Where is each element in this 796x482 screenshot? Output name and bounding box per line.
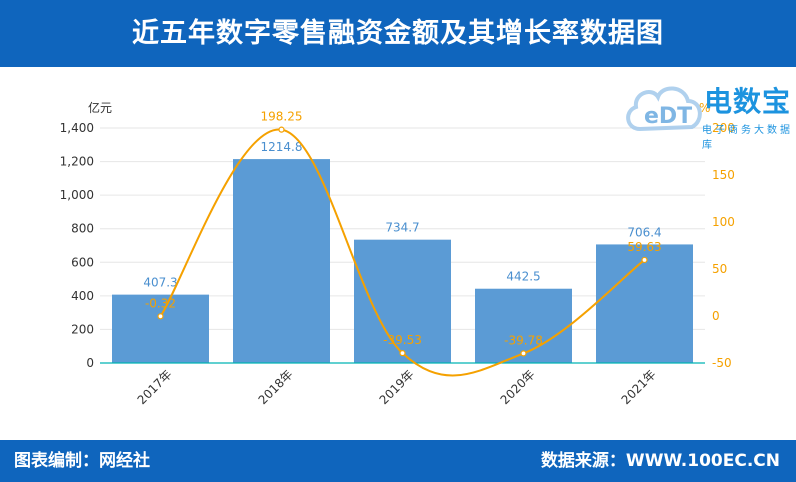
growth-data-label: -39.78 xyxy=(504,333,543,347)
y-left-tick-label: 1,000 xyxy=(60,188,94,202)
x-tick-label: 2021年 xyxy=(619,367,659,407)
bar-data-label: 442.5 xyxy=(506,270,540,284)
x-tick-label: 2017年 xyxy=(135,367,175,407)
y-left-unit: 亿元 xyxy=(88,100,112,115)
x-tick-label: 2019年 xyxy=(377,367,417,407)
page-title: 近五年数字零售融资金额及其增长率数据图 xyxy=(132,18,664,49)
growth-point xyxy=(399,350,406,357)
growth-point xyxy=(641,256,648,264)
x-tick-label: 2020年 xyxy=(498,367,538,407)
y-left-tick-label: 800 xyxy=(71,222,94,236)
y-left-tick-label: 0 xyxy=(86,356,94,370)
chart: 0 200 400 600 800 1,000 1,200 1,400 -50 0 50 100 150… xyxy=(60,100,735,407)
logo-tagline: 电子商务大数据库 xyxy=(702,125,793,151)
y-right-unit: % xyxy=(699,101,710,115)
growth-point xyxy=(157,313,164,320)
x-tick-label: 2018年 xyxy=(256,367,296,407)
growth-data-label: 198.25 xyxy=(261,110,303,124)
y-right-tick-label: 200 xyxy=(712,121,735,135)
y-right-tick-label: -50 xyxy=(712,356,732,370)
y-right-tick-label: 50 xyxy=(712,262,727,276)
cloud-edt-logo-icon: eDT xyxy=(626,86,702,132)
logo-mark: eDT xyxy=(644,104,692,129)
y-left-tick-label: 600 xyxy=(71,255,94,269)
footer-bar: 图表编制：网经社 数据来源：WWW.100EC.CN xyxy=(0,440,796,482)
bar xyxy=(233,159,330,363)
footer-source: 数据来源：WWW.100EC.CN xyxy=(540,451,780,471)
y-right-tick-label: 100 xyxy=(712,215,735,229)
bar-data-label: 407.3 xyxy=(143,276,177,290)
growth-data-label: -39.53 xyxy=(383,333,422,347)
bar-data-label: 734.7 xyxy=(385,221,419,235)
logo-name: 电数宝 xyxy=(704,85,792,118)
footer-credit: 图表编制：网经社 xyxy=(14,451,150,471)
growth-point xyxy=(520,350,527,357)
y-left-tick-label: 1,200 xyxy=(60,155,94,169)
y-left-tick-label: 1,400 xyxy=(60,121,94,135)
title-bar xyxy=(0,0,796,67)
y-right-tick-label: 0 xyxy=(712,309,720,323)
bar xyxy=(112,294,209,363)
y-left-tick-label: 200 xyxy=(71,322,94,336)
y-right-tick-label: 150 xyxy=(712,168,735,182)
bar-data-label: 706.4 xyxy=(627,225,661,239)
growth-line xyxy=(159,128,646,377)
growth-point xyxy=(278,126,285,133)
growth-data-label: -0.32 xyxy=(145,296,176,310)
bar xyxy=(596,244,693,363)
bar-data-label: 1214.8 xyxy=(261,140,303,154)
y-left-tick-label: 400 xyxy=(71,289,94,303)
growth-data-label: 59.63 xyxy=(627,240,661,254)
